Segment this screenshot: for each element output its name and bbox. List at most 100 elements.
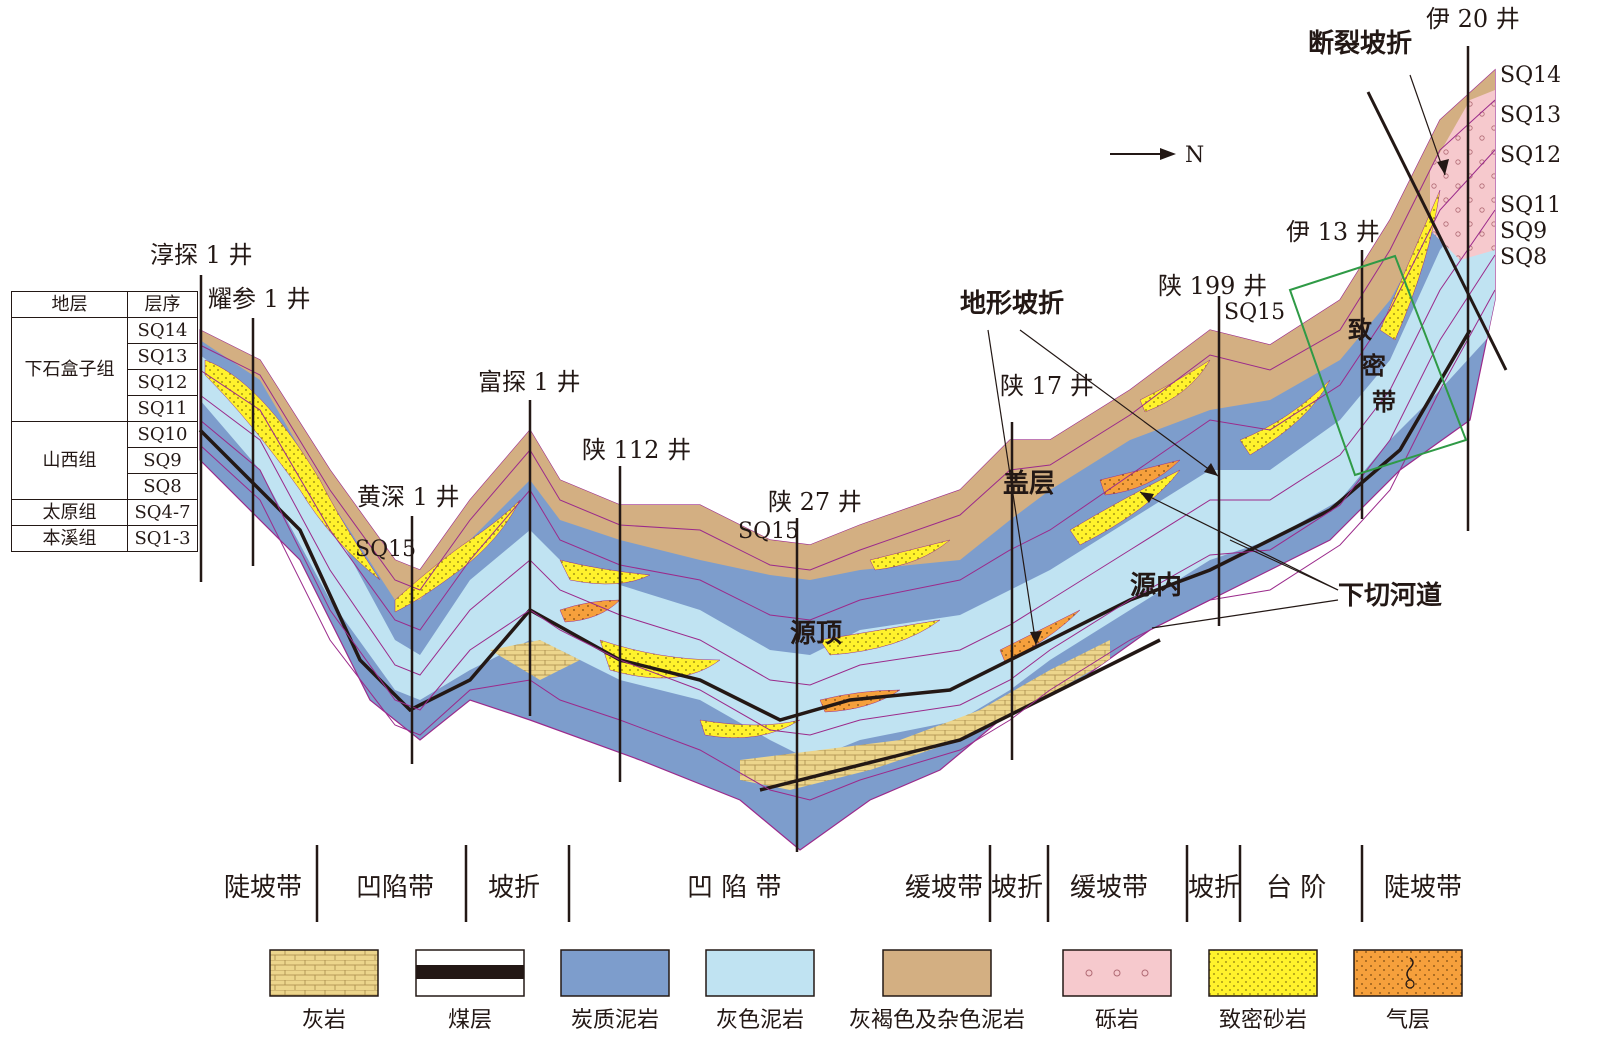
fault-break-leader	[1409, 74, 1446, 176]
north-arrow: N	[1110, 143, 1204, 168]
channel-leader	[1139, 491, 1339, 591]
legend-swatch-conglomerate	[1062, 949, 1172, 997]
gas-layer	[1099, 459, 1181, 496]
well-label: 淳探 1 井	[150, 241, 253, 269]
sequence-cell: SQ14	[127, 317, 198, 344]
fault-break-label: 断裂坡折	[1308, 28, 1412, 59]
well-label: 陕 27 井	[768, 488, 862, 516]
zone-label: 凹陷带	[356, 873, 434, 903]
legend-swatch-coal	[415, 949, 525, 997]
source-inner-label: 源内	[1130, 571, 1182, 601]
terrain-break-leader	[987, 329, 1037, 646]
terrain-break-label: 地形坡折	[960, 289, 1064, 319]
channel-leader	[1229, 539, 1339, 591]
limestone-lens-west	[490, 640, 580, 680]
sandstone-lens	[204, 359, 381, 581]
sequence-cell: SQ11	[127, 395, 198, 422]
sandstone-lens	[559, 559, 651, 585]
sq15-label: SQ15	[1224, 300, 1285, 325]
terrain-break-leader	[1019, 329, 1219, 477]
sequence-label: SQ8	[1500, 245, 1547, 270]
fault-line	[1366, 91, 1508, 371]
coal-seam	[198, 329, 1472, 722]
sequence-label: SQ14	[1500, 63, 1561, 88]
sandstone-lens	[1239, 379, 1331, 456]
zone-label: 台 阶	[1266, 873, 1326, 903]
tight-zone-char: 带	[1372, 388, 1396, 416]
legend: 灰岩 煤层 炭质泥岩 灰色泥岩 灰褐色及杂色泥岩 砾岩 致密砂岩 气层	[269, 949, 1463, 1033]
north-label: N	[1185, 143, 1204, 168]
terrain-break: 地形坡折	[960, 289, 1219, 646]
formation-cell: 下石盒子组	[11, 317, 128, 422]
sequence-cell: SQ12	[127, 369, 198, 396]
sequence-label: SQ12	[1500, 143, 1561, 168]
table-row: 太原组 SQ4-7	[11, 499, 198, 526]
channel-leader	[1151, 599, 1339, 629]
zone-label: 凹 陷 带	[687, 873, 782, 903]
zone-label: 陡坡带	[1384, 873, 1462, 903]
formation-cell: 山西组	[11, 421, 128, 500]
sequence-label: SQ13	[1500, 103, 1561, 128]
well-labels: 淳探 1 井 耀参 1 井 黄深 1 井 富探 1 井 陕 112 井 陕 27…	[150, 5, 1520, 516]
sequence-cell: SQ13	[127, 343, 198, 370]
tight-zone: 致 密 带	[1288, 254, 1468, 477]
table-row: 下石盒子组 SQ14	[11, 317, 198, 422]
sequence-header: 层序	[127, 291, 198, 318]
sandstone-lens	[869, 539, 951, 571]
table-row: SQ12	[12, 369, 198, 396]
formation-cell: 太原组	[11, 499, 128, 526]
legend-label: 气层	[1386, 1008, 1430, 1033]
incised-channel-label: 下切河道	[1338, 580, 1442, 611]
zone-labels: 陡坡带 凹陷带 坡折 凹 陷 带 缓坡带 坡折 缓坡带 坡折 台 阶 陡坡带	[224, 873, 1462, 903]
legend-swatch-gas-layer	[1353, 949, 1463, 997]
tight-zone-char: 致	[1348, 316, 1373, 344]
leader-arrowhead	[1030, 631, 1042, 645]
sandstone-lens	[699, 719, 801, 739]
zone-label: 缓坡带	[905, 873, 983, 903]
fault-break: 断裂坡折	[1308, 28, 1508, 371]
sandstone-lens	[394, 499, 521, 613]
legend-swatch-tight-sandstone	[1208, 949, 1318, 997]
north-arrow-head	[1160, 148, 1176, 160]
sandstone-lens	[1139, 359, 1211, 413]
gray-mudstone-band	[200, 180, 1495, 760]
table-row: 山西组 SQ10	[11, 421, 198, 500]
source-top-label: 源顶	[790, 619, 842, 649]
well-label: 富探 1 井	[478, 368, 581, 396]
table-row: SQ11	[12, 395, 198, 422]
sequence-label: SQ11	[1500, 193, 1561, 218]
zone-label: 缓坡带	[1070, 873, 1148, 903]
tight-zone-box	[1288, 254, 1468, 477]
conglomerate-wedge	[1430, 90, 1495, 260]
stratigraphy-table: 地层 层序 下石盒子组 SQ14 SQ13 SQ12 SQ11 山西组 SQ10…	[11, 291, 198, 552]
legend-label: 砾岩	[1095, 1008, 1139, 1033]
sandstone-lens	[1379, 189, 1441, 341]
leader-arrowhead	[1140, 492, 1154, 503]
sandstone-lens	[1069, 469, 1181, 546]
sequence-cell: SQ4-7	[127, 499, 198, 526]
legend-swatch-gray-mudstone	[705, 949, 815, 997]
sequence-cell: SQ9	[127, 447, 198, 474]
sq15-labels: SQ15 SQ15 SQ15	[355, 300, 1285, 562]
well-label: 陕 199 井	[1158, 272, 1267, 300]
legend-label: 炭质泥岩	[571, 1008, 659, 1033]
leader-arrowhead	[1437, 159, 1449, 175]
sandstone-lens	[599, 639, 721, 679]
limestone-lens-center	[740, 640, 1110, 790]
right-sequence-labels: SQ14 SQ13 SQ12 SQ11 SQ9 SQ8	[1500, 63, 1561, 270]
legend-swatch-limestone	[269, 949, 379, 997]
legend-label: 灰岩	[302, 1008, 346, 1033]
legend-label: 煤层	[448, 1008, 492, 1033]
formation-cell: 本溪组	[11, 525, 128, 552]
table-row: SQ8	[12, 473, 198, 500]
zone-label: 陡坡带	[224, 873, 302, 903]
formation-header: 地层	[11, 291, 128, 318]
zone-label: 坡折	[488, 873, 540, 903]
sq15-label: SQ15	[355, 537, 416, 562]
caprock-label: 盖层	[1003, 468, 1055, 499]
well-label: 陕 17 井	[1000, 372, 1094, 400]
well-label: 伊 13 井	[1286, 218, 1380, 246]
sequence-cell: SQ8	[127, 473, 198, 500]
channel-annotation: 下切河道	[1139, 491, 1442, 629]
zone-label: 坡折	[991, 873, 1043, 903]
